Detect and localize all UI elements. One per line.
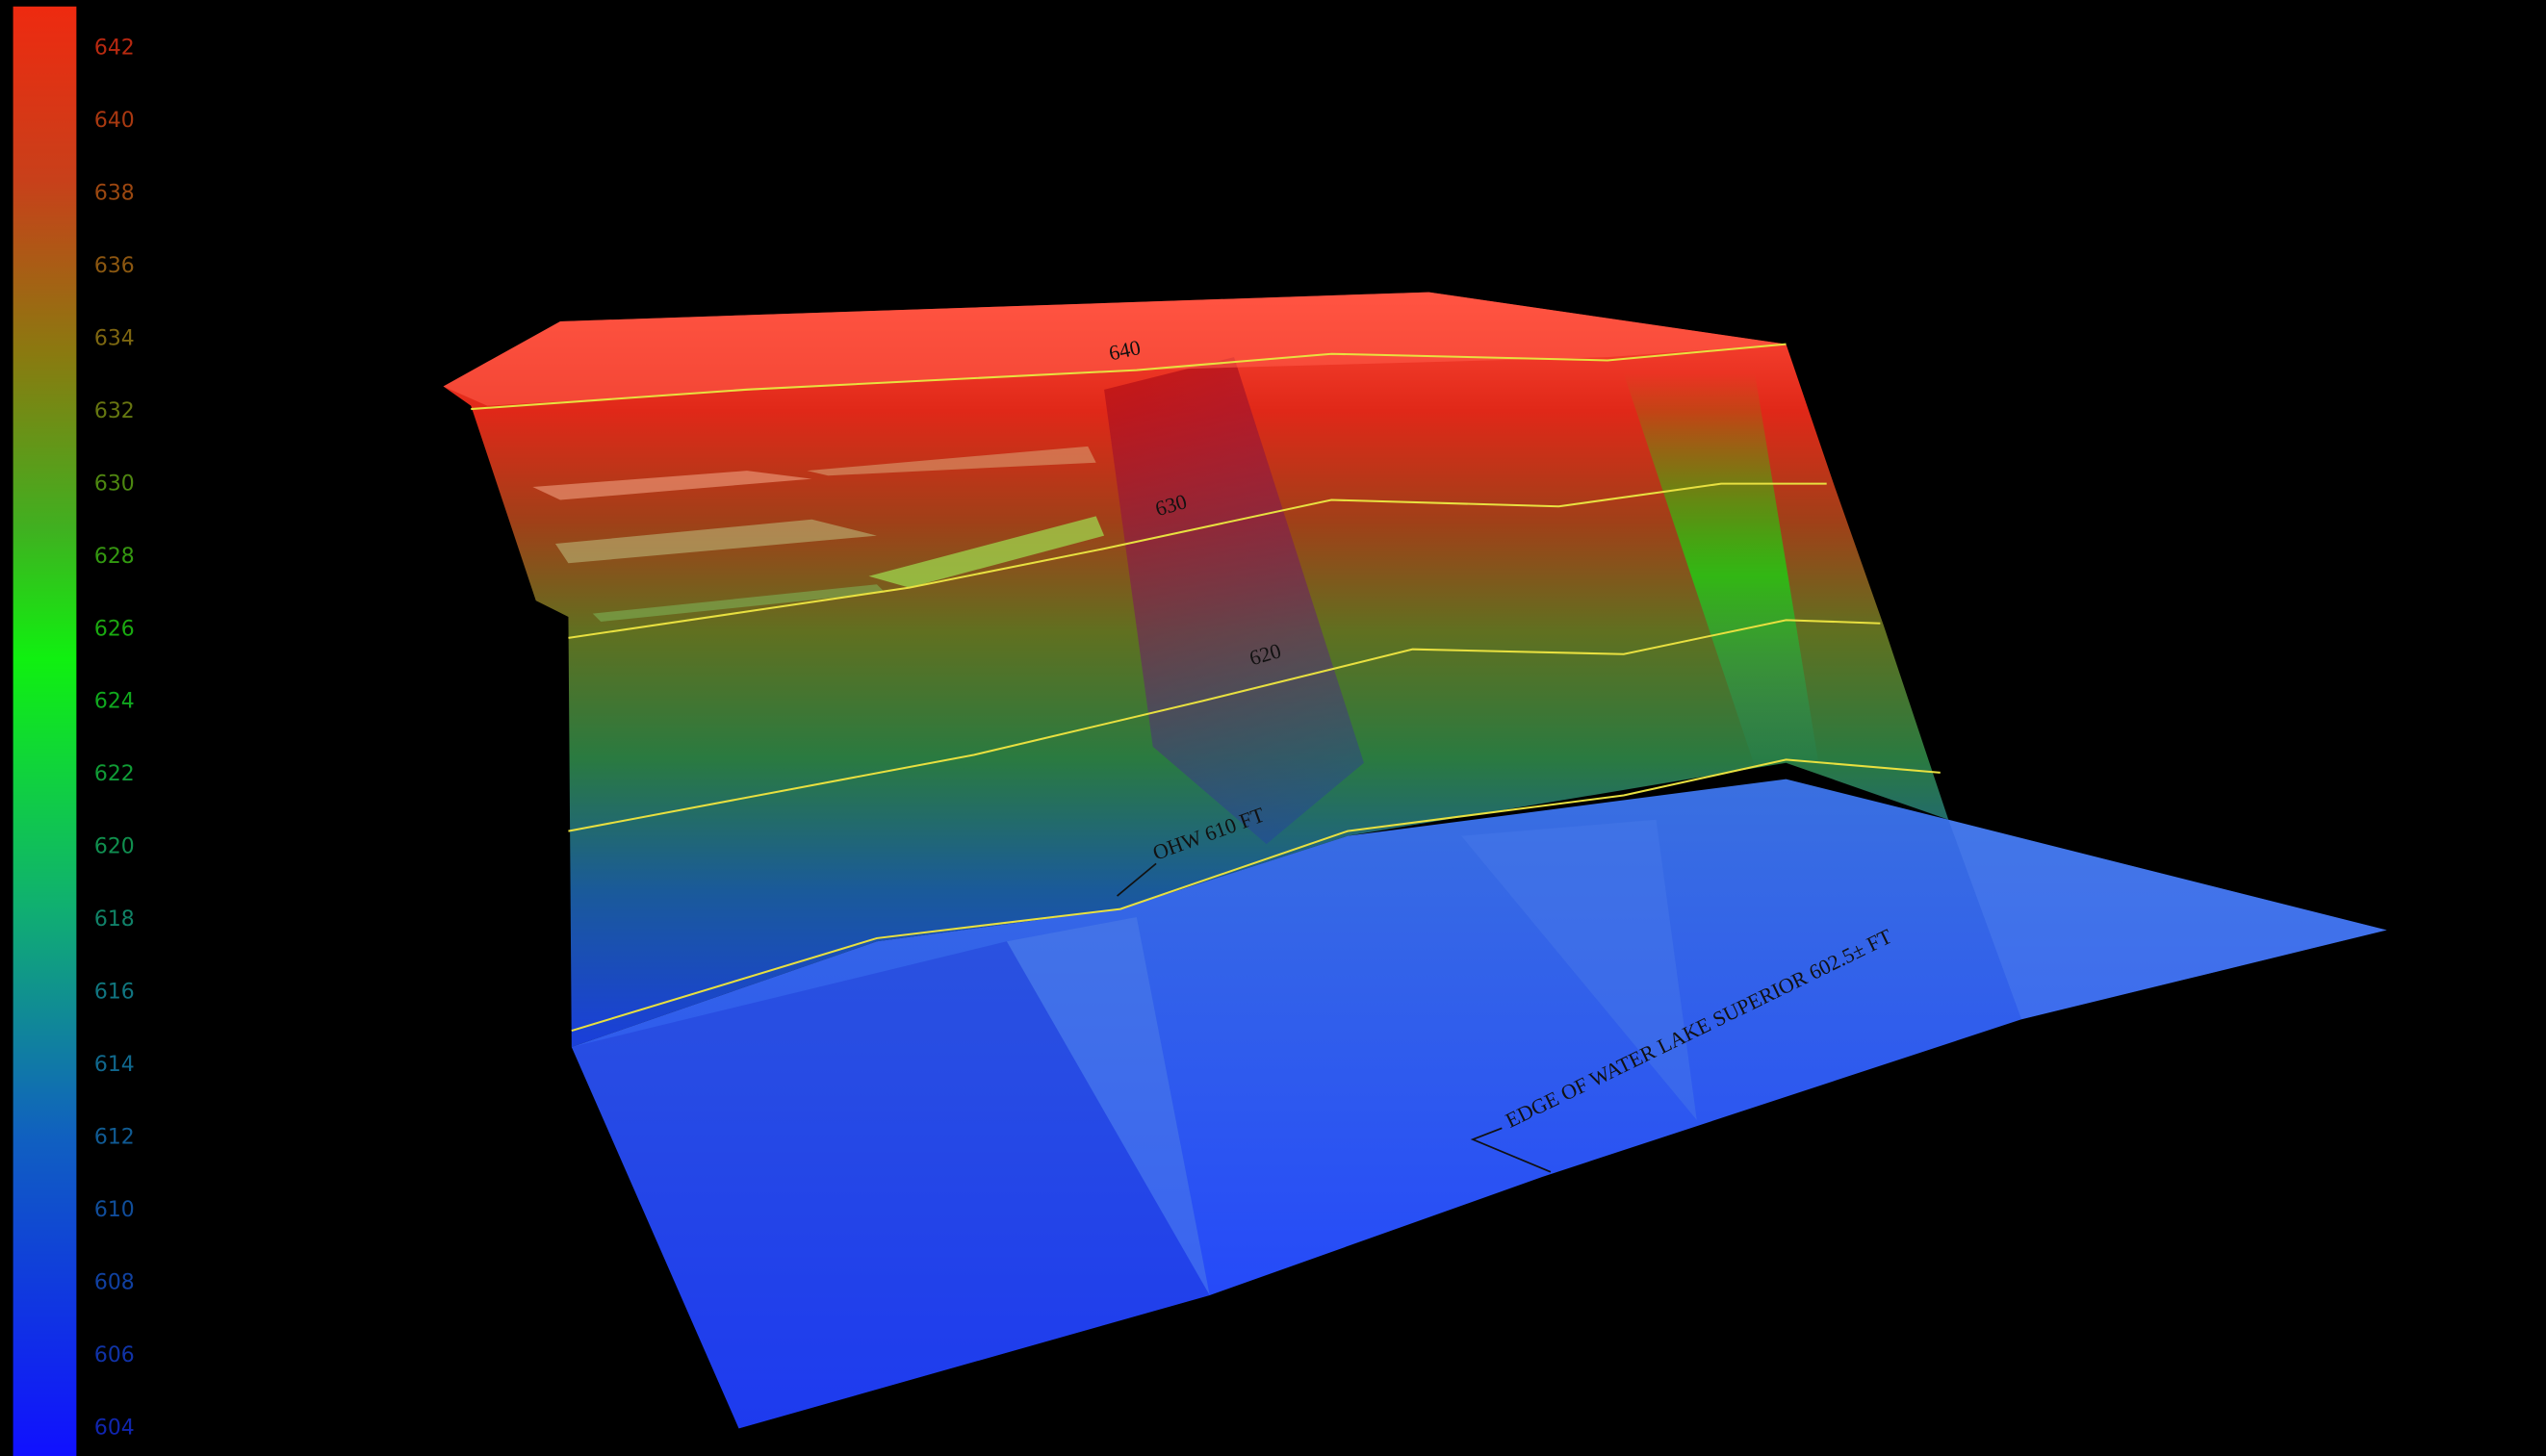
- scale-label: 632: [94, 399, 135, 423]
- scale-label: 620: [94, 835, 135, 859]
- scale-label: 610: [94, 1198, 135, 1222]
- contour-line: [471, 343, 1787, 411]
- contour-line: [568, 482, 1827, 639]
- scale-label: 614: [94, 1053, 135, 1077]
- scale-label: 628: [94, 545, 135, 569]
- leader: [1470, 1127, 1552, 1173]
- scale-label: 616: [94, 981, 135, 1005]
- facet: [571, 941, 1210, 1429]
- ledge: [554, 519, 877, 564]
- facet: [1006, 917, 1210, 1296]
- facet: [1948, 819, 2387, 1020]
- scale-label: 618: [94, 907, 135, 932]
- contour-line: [571, 758, 1941, 1033]
- scale-label: 608: [94, 1270, 135, 1294]
- scale-label: 622: [94, 762, 135, 786]
- terrain-surface: [443, 292, 2387, 1429]
- ledge: [868, 516, 1105, 588]
- scale-label: 604: [94, 1416, 135, 1440]
- scale-label: 642: [94, 37, 135, 61]
- leader: [1117, 862, 1157, 897]
- contours: [471, 343, 1941, 1033]
- scale-label: 636: [94, 254, 135, 278]
- scale-labels: 642 640 638 636 634 632 630 628 626 624 622 620 618 6…: [94, 37, 135, 1441]
- leaders: [1117, 862, 1552, 1173]
- scale-label: 640: [94, 109, 135, 133]
- scale-label: 606: [94, 1343, 135, 1367]
- scale-label: 624: [94, 690, 135, 714]
- ledge: [532, 471, 812, 500]
- scale-label: 612: [94, 1125, 135, 1149]
- ledge: [592, 584, 886, 623]
- ledge: [807, 446, 1096, 476]
- scale-label: 626: [94, 617, 135, 641]
- scale-label: 630: [94, 472, 135, 496]
- contour-line: [568, 619, 1881, 832]
- color-scale: [13, 6, 77, 1456]
- gully: [1623, 365, 1819, 763]
- scale-label: 638: [94, 182, 135, 206]
- gully: [1104, 357, 1364, 845]
- cliff-top: [443, 292, 1787, 406]
- facet: [1461, 819, 1697, 1120]
- scale-label: 634: [94, 326, 135, 350]
